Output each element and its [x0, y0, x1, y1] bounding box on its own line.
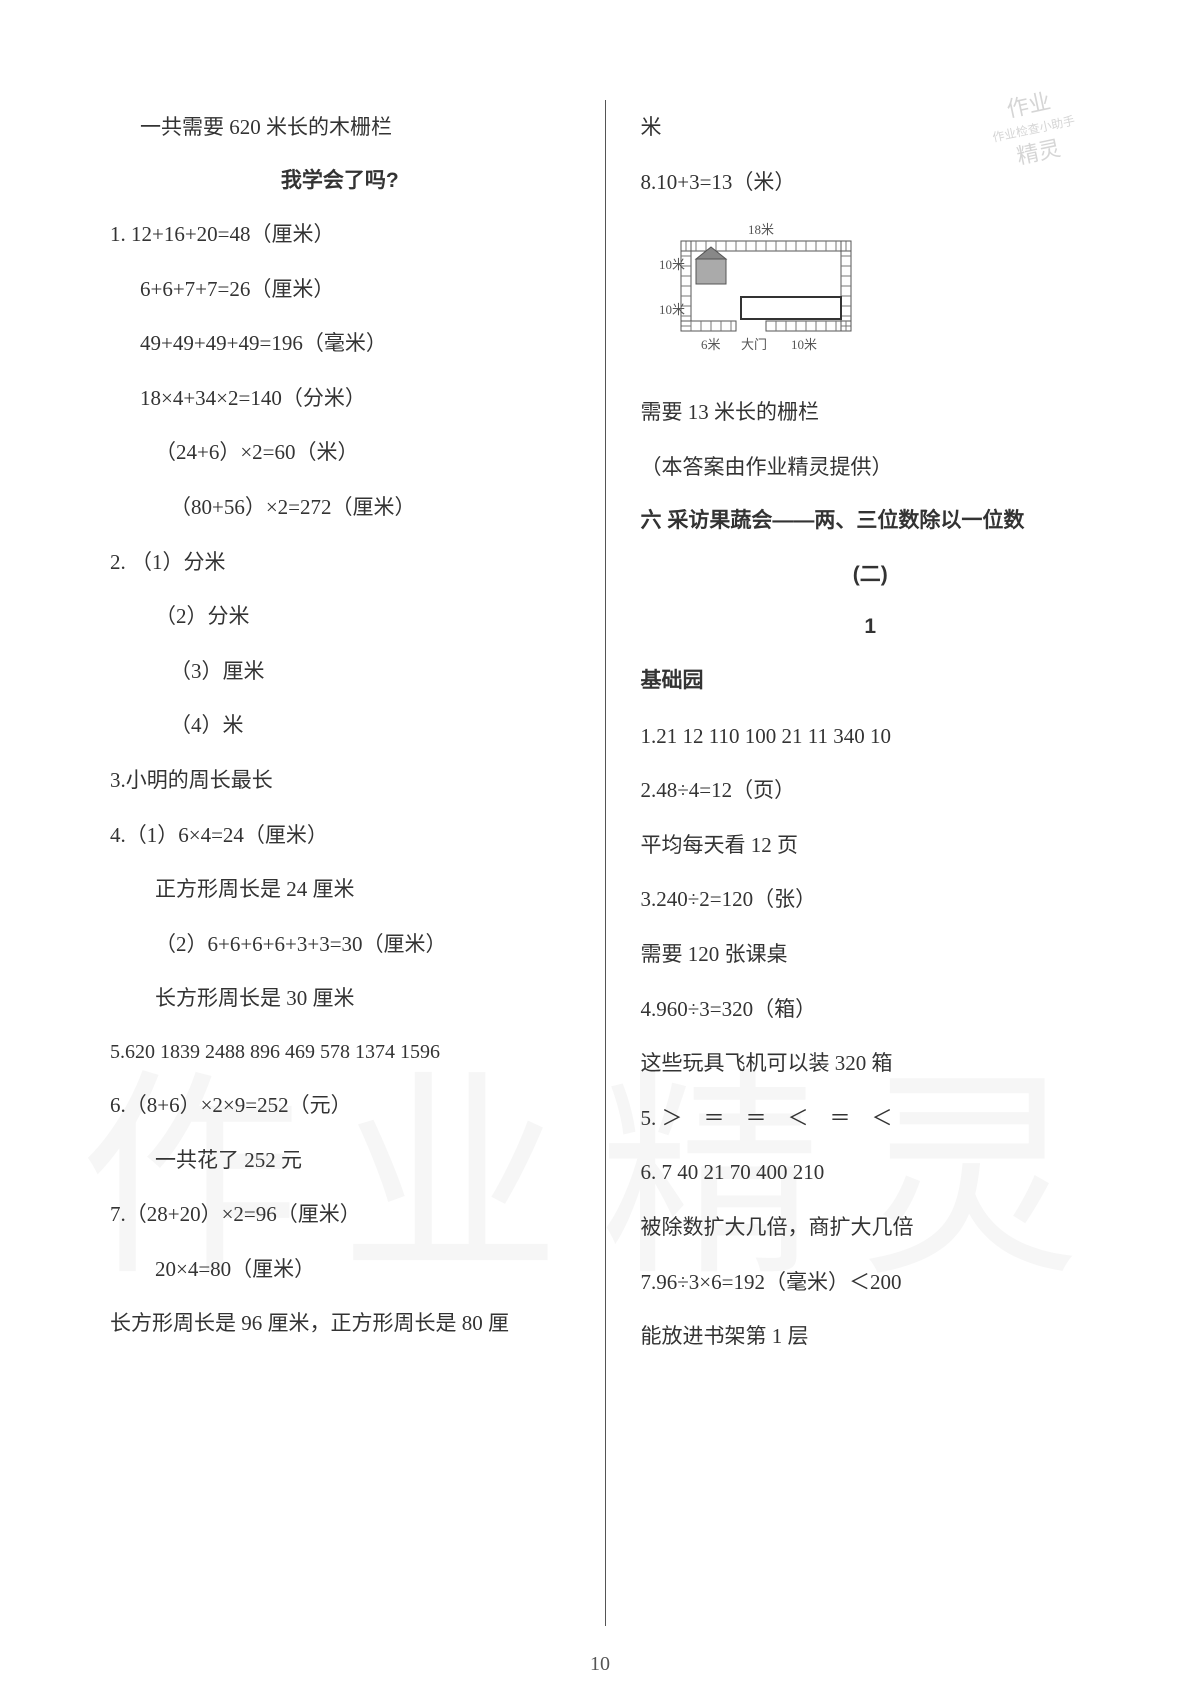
page-container: 一共需要 620 米长的木栅栏 我学会了吗? 1. 12+16+20=48（厘米… — [90, 100, 1120, 1626]
page-number: 10 — [0, 1653, 1200, 1676]
text-line: 一共需要 620 米长的木栅栏 — [110, 100, 570, 155]
section-number: 1 — [641, 601, 1101, 654]
section-heading: 六 采访果蔬会——两、三位数除以一位数 — [641, 494, 1101, 549]
text-line: 8.10+3=13（米） — [641, 155, 1101, 210]
text-line: 4.（1）6×4=24（厘米） — [110, 808, 570, 863]
text-line: 正方形周长是 24 厘米 — [110, 862, 570, 917]
diagram-house-roof — [696, 247, 726, 259]
right-column: 米 8.10+3=13（米） 18米 — [606, 100, 1121, 1626]
fence-diagram: 18米 — [641, 219, 871, 369]
text-line: 5. ＞ ＝ ＝ ＜ ＝ ＜ — [641, 1091, 1101, 1146]
diagram-hatch-right — [841, 256, 851, 326]
text-line: （24+6）×2=60（米） — [110, 425, 570, 480]
text-line: 4.960÷3=320（箱） — [641, 982, 1101, 1037]
text-line: 2.48÷4=12（页） — [641, 763, 1101, 818]
text-line: 6+6+7+7=26（厘米） — [110, 262, 570, 317]
text-line: 3.小明的周长最长 — [110, 753, 570, 808]
text-line: 2. （1）分米 — [110, 535, 570, 590]
diagram-hatch-bl — [691, 321, 731, 331]
diagram-gate-box — [741, 297, 841, 319]
text-line: （2）分米 — [110, 589, 570, 644]
text-line: 长方形周长是 30 厘米 — [110, 971, 570, 1026]
diagram-hatch-br — [776, 321, 846, 331]
text-line: （80+56）×2=272（厘米） — [110, 480, 570, 535]
text-line: （本答案由作业精灵提供） — [641, 440, 1101, 495]
diagram-label-left2: 10米 — [659, 302, 685, 317]
text-line: 6.（8+6）×2×9=252（元） — [110, 1078, 570, 1133]
diagram-label-b2: 大门 — [741, 337, 767, 352]
section-heading: 我学会了吗? — [110, 155, 570, 208]
text-line: 这些玩具飞机可以装 320 箱 — [641, 1036, 1101, 1091]
diagram-label-left1: 10米 — [659, 257, 685, 272]
text-line: 长方形周长是 96 厘米，正方形周长是 80 厘 — [110, 1296, 570, 1351]
text-line: （3）厘米 — [110, 644, 570, 699]
diagram-label-top: 18米 — [747, 222, 773, 237]
text-line: 7.96÷3×6=192（毫米）＜200 — [641, 1255, 1101, 1310]
text-line: 7.（28+20）×2=96（厘米） — [110, 1187, 570, 1242]
diagram-label-b3: 10米 — [791, 337, 817, 352]
text-line: 6. 7 40 21 70 400 210 — [641, 1145, 1101, 1200]
text-line: （2）6+6+6+6+3+3=30（厘米） — [110, 917, 570, 972]
text-line: 49+49+49+49=196（毫米） — [110, 316, 570, 371]
text-line: 能放进书架第 1 层 — [641, 1309, 1101, 1364]
text-line: 被除数扩大几倍，商扩大几倍 — [641, 1200, 1101, 1255]
text-line: 18×4+34×2=140（分米） — [110, 371, 570, 426]
text-line: 平均每天看 12 页 — [641, 818, 1101, 873]
text-line: 20×4=80（厘米） — [110, 1242, 570, 1297]
text-line: 3.240÷2=120（张） — [641, 872, 1101, 927]
text-line: 一共花了 252 元 — [110, 1133, 570, 1188]
diagram-bottom-right-rail — [766, 321, 851, 331]
text-line: 5.620 1839 2488 896 469 578 1374 1596 — [110, 1026, 570, 1078]
text-line: （4）米 — [110, 698, 570, 753]
text-line: 需要 13 米长的栅栏 — [641, 385, 1101, 440]
subsection-heading: 基础园 — [641, 654, 1101, 709]
text-line: 1.21 12 110 100 21 11 340 10 — [641, 709, 1101, 764]
left-column: 一共需要 620 米长的木栅栏 我学会了吗? 1. 12+16+20=48（厘米… — [90, 100, 605, 1626]
diagram-house-body — [696, 259, 726, 284]
diagram-label-b1: 6米 — [701, 337, 721, 352]
text-line: 1. 12+16+20=48（厘米） — [110, 207, 570, 262]
text-line: 需要 120 张课桌 — [641, 927, 1101, 982]
text-line: 米 — [641, 100, 1101, 155]
section-subheading: (二) — [641, 549, 1101, 602]
